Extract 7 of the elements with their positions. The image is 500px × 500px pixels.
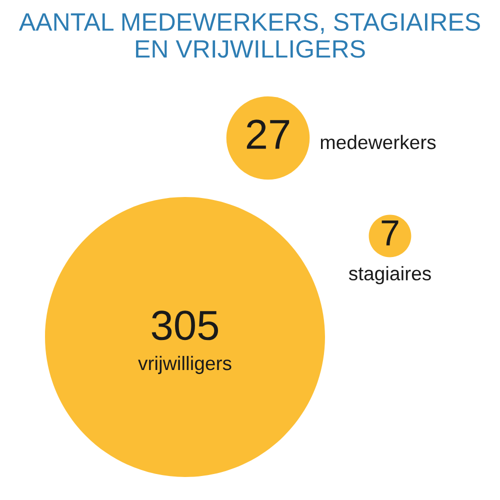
data-label: 305	[152, 310, 218, 340]
text: AANTAL MEDEWERKERS, STAGIAIRES EN VRIJWILLIGERS	[18, 13, 480, 58]
data-label: 27	[246, 120, 290, 149]
category-label: stagiaires	[348, 266, 431, 284]
category-label: vrijwilligers	[138, 356, 232, 374]
data-label: 7	[382, 220, 398, 246]
category-label: medewerkers	[320, 134, 436, 150]
